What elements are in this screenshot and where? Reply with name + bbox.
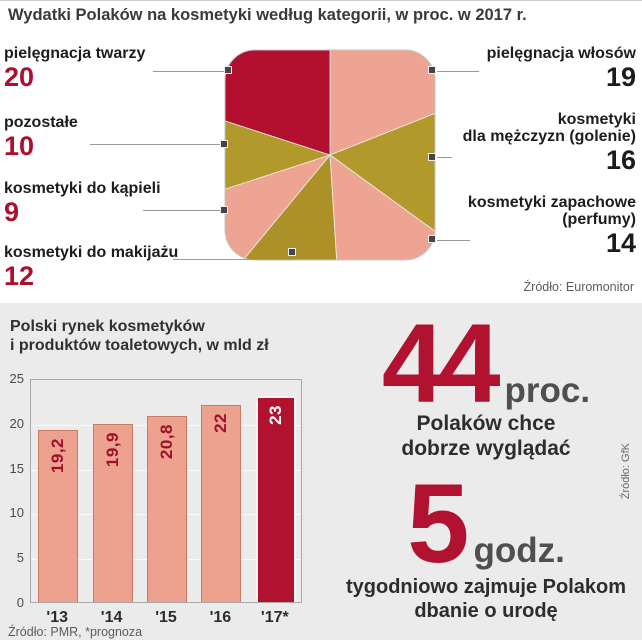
- connector-twarz: [153, 71, 225, 72]
- pie-marker-twarz: [224, 66, 232, 74]
- x-tick-label: '16: [209, 609, 232, 626]
- stat-5-caption-line2: dbanie o urodę: [414, 600, 558, 622]
- connector-wlosy: [437, 71, 479, 72]
- bar-'17*: 23: [255, 395, 296, 602]
- stat-44-value: 44: [381, 301, 501, 426]
- pie-label-mezczyzni-value: 16: [605, 145, 636, 175]
- stat-44-caption: Polaków chce dobrze wyglądać: [340, 411, 632, 461]
- pie-label-pozostale: pozostałe 10: [4, 114, 78, 160]
- connector-perfumy: [437, 240, 470, 241]
- pie-label-makijaz-value: 12: [4, 261, 35, 291]
- connector-makijaz: [173, 259, 292, 260]
- pie-marker-perfumy: [428, 235, 436, 243]
- pie-label-perfumy-value: 14: [605, 228, 636, 258]
- gfk-source: Źródło: GfK: [620, 443, 632, 500]
- x-axis: '13 '14 '15 '16 '17*: [0, 303, 642, 640]
- bottom-section: Polski rynek kosmetyków i produktów toal…: [0, 303, 642, 640]
- pie-label-makijaz-text: kosmetyki do makijażu: [4, 244, 179, 261]
- bar-chart-title: Polski rynek kosmetyków i produktów toal…: [10, 317, 269, 355]
- bar-chart-source: Źródło: PMR, *prognoza: [8, 625, 143, 639]
- pie-label-wlosy-value: 19: [605, 62, 636, 92]
- connector-kapiel: [143, 210, 221, 211]
- stat-5-caption-line1: tygodniowo zajmuje Polakom: [345, 576, 627, 598]
- connector-mezczyzni: [437, 157, 452, 158]
- pie-slice-6: [225, 50, 331, 156]
- pie-label-perfumy: kosmetyki zapachowe (perfumy) 14: [468, 194, 636, 257]
- x-tick-label: '15: [155, 609, 177, 626]
- pie-label-perfumy-text2: (perfumy): [562, 211, 636, 228]
- pie-slice-2: [329, 154, 435, 260]
- pie-label-mezczyzni-text2: dla mężczyzn (golenie): [462, 128, 636, 145]
- pie-marker-mezczyzni: [428, 153, 436, 161]
- stat-5-value: 5: [407, 461, 469, 586]
- pie-marker-kapiel: [220, 206, 228, 214]
- stat-5-caption: tygodniowo zajmuje Polakom dbanie o urod…: [340, 575, 632, 623]
- pie-label-pozostale-text: pozostałe: [4, 114, 78, 131]
- pie-slice-0: [329, 50, 435, 156]
- pie-label-wlosy-text: pielęgnacja włosów: [486, 45, 636, 62]
- pie-label-wlosy: pielęgnacja włosów 19: [487, 45, 636, 91]
- pie-label-kapiel-value: 9: [4, 197, 20, 227]
- pie-label-twarz-text: pielęgnacja twarzy: [4, 45, 146, 62]
- connector-pozostale: [90, 144, 221, 145]
- pie-source: Źródło: Euromonitor: [523, 280, 634, 294]
- pie-label-pozostale-value: 10: [4, 131, 35, 161]
- y-axis: 0 5 10 15 20 25: [0, 303, 642, 640]
- bar-'15: 20,8: [147, 415, 187, 602]
- pie-slice-4: [225, 154, 332, 260]
- stat-44-unit: proc.: [504, 371, 591, 410]
- y-tick-label: 10: [9, 505, 24, 521]
- bar-'16: 22: [201, 404, 242, 602]
- y-tick-label: 15: [9, 460, 24, 476]
- y-tick-label: 25: [9, 371, 24, 386]
- x-tick-label: '17*: [260, 609, 289, 626]
- pie-marker-pozostale: [220, 140, 228, 148]
- bar-'13: 19,2: [38, 430, 79, 602]
- stat-5-unit: godz.: [473, 531, 565, 570]
- page-title: Wydatki Polaków na kosmetyki według kate…: [8, 6, 527, 24]
- stat-5: 5 godz.: [340, 461, 632, 586]
- pie-label-makijaz: kosmetyki do makijażu 12: [4, 244, 178, 290]
- pie-chart: [224, 49, 436, 261]
- pie-label-twarz-value: 20: [4, 62, 35, 92]
- y-tick-label: 0: [16, 595, 24, 610]
- pie-label-perfumy-text1: kosmetyki zapachowe: [467, 194, 636, 211]
- pie-marker-makijaz: [288, 248, 296, 256]
- bar-plot: 19,2 19,9 20,8 22 23: [30, 379, 302, 603]
- stat-44-caption-line2: dobrze wyglądać: [401, 437, 571, 460]
- pie-slice-3: [225, 153, 351, 260]
- bar-'14: 19,9: [92, 423, 133, 602]
- pie-marker-wlosy: [428, 66, 436, 74]
- y-tick-label: 5: [16, 550, 24, 566]
- bar-chart-title-line1: Polski rynek kosmetyków: [10, 318, 205, 335]
- pie-label-mezczyzni-text1: kosmetyki: [557, 111, 636, 128]
- stat-44: 44 proc.: [340, 301, 632, 426]
- x-tick-label: '13: [46, 609, 68, 626]
- pie-label-mezczyzni: kosmetyki dla mężczyzn (golenie) 16: [463, 111, 636, 174]
- bar-chart-title-line2: i produktów toaletowych, w mld zł: [10, 337, 269, 354]
- y-tick-label: 20: [9, 415, 24, 431]
- pie-label-twarz: pielęgnacja twarzy 20: [4, 45, 145, 91]
- pie-label-kapiel-text: kosmetyki do kąpieli: [4, 180, 161, 197]
- stat-44-caption-line1: Polaków chce: [416, 412, 556, 435]
- pie-label-kapiel: kosmetyki do kąpieli 9: [4, 180, 161, 226]
- x-tick-label: '14: [100, 609, 123, 626]
